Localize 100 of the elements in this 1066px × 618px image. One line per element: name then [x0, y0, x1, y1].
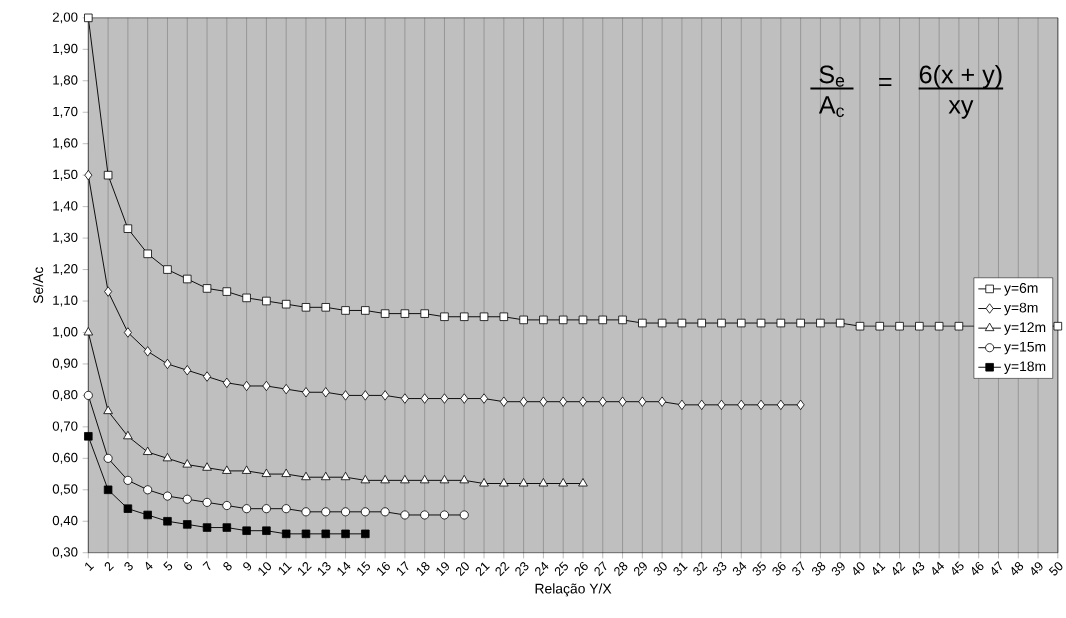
point — [756, 318, 766, 328]
legend-label: y=18m — [1004, 361, 1046, 374]
point — [380, 474, 390, 484]
point — [954, 321, 964, 331]
point — [83, 390, 93, 400]
point — [618, 315, 627, 325]
point — [539, 315, 548, 325]
point — [341, 390, 350, 401]
x-tick-label: 12 — [298, 561, 312, 576]
point — [934, 321, 944, 331]
x-tick-label: 29 — [633, 562, 647, 577]
point — [400, 393, 409, 404]
x-tick-label: 6 — [184, 561, 193, 571]
x-tick-label: 21 — [475, 562, 490, 577]
point — [222, 523, 232, 532]
point — [163, 265, 172, 274]
point — [123, 224, 133, 233]
point — [697, 399, 706, 410]
point — [84, 431, 93, 441]
point — [499, 312, 509, 321]
point — [321, 386, 330, 398]
point — [559, 396, 568, 407]
x-tick-label: 17 — [396, 560, 409, 576]
point — [262, 526, 271, 535]
point — [776, 399, 785, 410]
x-tick-label: 36 — [772, 561, 786, 576]
point — [638, 318, 647, 328]
x-tick-label: 23 — [515, 562, 529, 577]
point — [737, 318, 746, 328]
point — [440, 312, 449, 321]
y-tick-label: 1,30 — [53, 232, 78, 244]
point — [103, 485, 113, 494]
point — [538, 477, 549, 487]
x-tick-label: 33 — [713, 562, 727, 576]
point — [598, 315, 607, 325]
legend-label: y=8m — [1004, 302, 1038, 316]
point — [182, 494, 192, 504]
x-tick-label: 28 — [614, 562, 628, 577]
point — [281, 529, 291, 538]
y-tick-label: 0,60 — [52, 452, 78, 464]
y-tick-label: 1,60 — [53, 138, 78, 150]
y-tick-label: 0,80 — [52, 389, 78, 401]
point — [123, 475, 133, 485]
x-tick-label: 41 — [872, 562, 886, 575]
point — [143, 510, 152, 520]
point — [420, 510, 430, 520]
y-tick-label: 1,80 — [53, 75, 78, 87]
point — [222, 465, 232, 474]
point — [895, 321, 904, 331]
point — [341, 529, 350, 538]
point — [380, 309, 390, 318]
point — [796, 399, 805, 410]
x-tick-label: 43 — [912, 562, 925, 576]
point — [123, 430, 133, 440]
point — [143, 485, 153, 495]
x-tick-label: 19 — [436, 562, 449, 576]
point — [242, 380, 251, 392]
point — [241, 465, 252, 474]
point — [182, 459, 193, 468]
annotation: = — [879, 77, 892, 87]
point — [519, 396, 528, 407]
point — [282, 383, 291, 395]
point — [301, 471, 311, 481]
x-tick-label: 13 — [317, 562, 331, 576]
x-tick-label: 31 — [673, 562, 688, 576]
x-tick-label: 39 — [831, 562, 845, 576]
point — [579, 396, 587, 407]
x-tick-label: 40 — [853, 562, 865, 576]
point — [380, 507, 390, 517]
point — [361, 390, 370, 401]
point — [638, 396, 647, 407]
point — [104, 286, 113, 297]
x-tick-label: 9 — [243, 562, 252, 571]
point — [677, 318, 687, 328]
point — [677, 399, 686, 410]
point — [835, 318, 845, 328]
x-tick-label: 37 — [792, 561, 805, 576]
point — [222, 287, 232, 296]
x-tick-label: 47 — [991, 560, 1003, 575]
y-axis-title: Se/Ac — [32, 267, 44, 304]
point — [203, 371, 212, 382]
point — [460, 393, 469, 404]
point — [400, 309, 410, 318]
legend-label: y=6m — [1004, 282, 1038, 296]
point — [123, 327, 132, 338]
point — [459, 474, 470, 484]
x-tick-label: 49 — [1031, 562, 1043, 576]
x-tick-label: 24 — [535, 561, 549, 577]
point — [400, 474, 410, 484]
x-tick-label: 42 — [892, 561, 906, 576]
point — [519, 315, 528, 325]
y-tick-label: 1,00 — [53, 326, 78, 338]
x-tick-label: 25 — [554, 561, 568, 577]
x-tick-label: 7 — [202, 560, 211, 570]
x-tick-label: 45 — [952, 561, 964, 575]
x-tick-label: 30 — [653, 562, 667, 576]
point — [163, 516, 172, 526]
point — [598, 396, 607, 407]
point — [321, 529, 330, 538]
x-tick-label: 3 — [124, 562, 133, 571]
